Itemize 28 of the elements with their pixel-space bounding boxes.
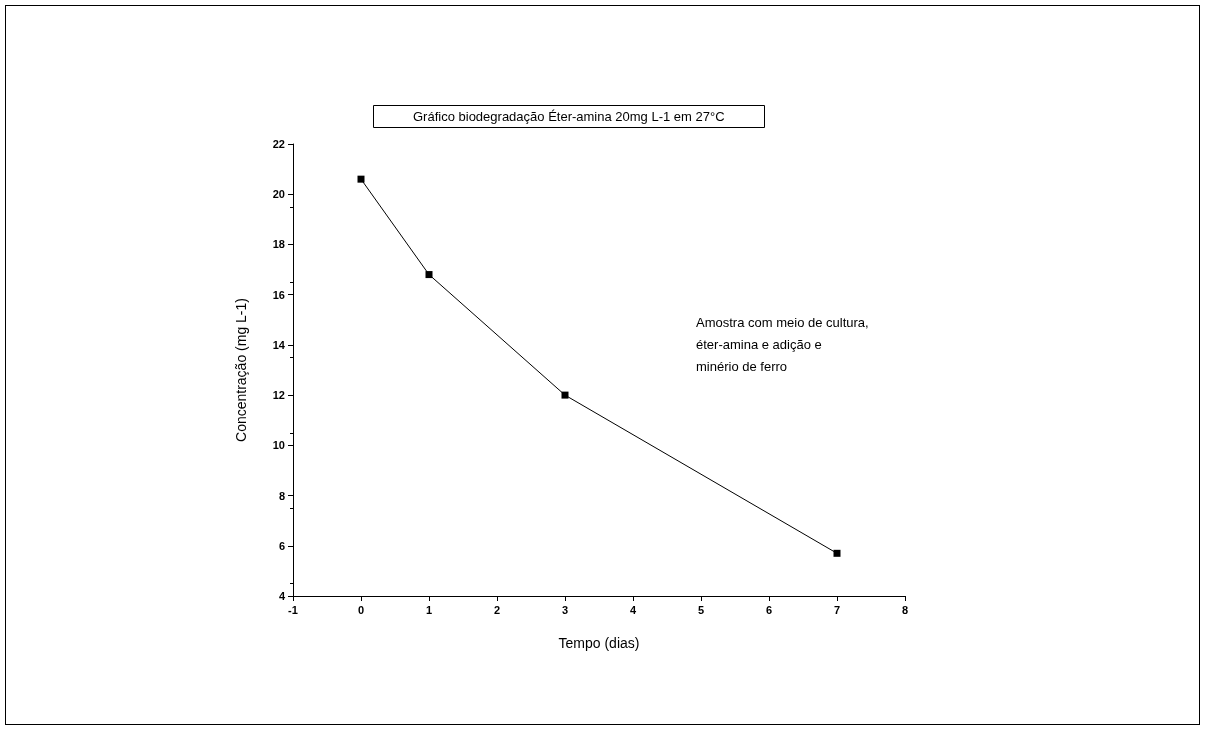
x-tick-label: 7 (833, 603, 841, 616)
x-tick-label: 4 (629, 603, 637, 616)
y-tick-label: 4 (278, 590, 286, 602)
x-axis-title: Tempo (dias) (558, 635, 640, 651)
y-axis-title: Concentração (mg L-1) (233, 298, 249, 442)
point (425, 271, 433, 279)
x-tick-label: 5 (697, 603, 705, 616)
point (833, 549, 841, 557)
x-tick-label: 3 (561, 603, 569, 616)
x-tick-label: 1 (425, 603, 433, 616)
y-tick-label: 22 (272, 138, 285, 150)
point (561, 391, 569, 399)
y-tick-label: 8 (278, 489, 285, 502)
x-tick-label: 0 (357, 603, 365, 616)
y-tick-label: 16 (272, 288, 285, 301)
y-tick-label: 10 (272, 439, 285, 452)
chart-title: Gráfico biodegradação Éter-amina 20mg L-1 em 27°C (413, 109, 725, 124)
x-tick-label: 2 (493, 603, 501, 616)
y-tick-label: 14 (272, 338, 286, 351)
x-tick-label: 8 (901, 603, 909, 616)
annotation: Amostra com meio de cultura, éter-amina e adição e minério de ferro (696, 314, 869, 374)
y-tick-label: 6 (278, 539, 285, 552)
x-tick-label: -1 (288, 603, 298, 616)
y-tick-label: 18 (272, 238, 285, 251)
x-tick-label: 6 (765, 603, 773, 616)
y-tick-label: 12 (272, 389, 285, 402)
point (357, 175, 365, 183)
y-tick-label: 20 (272, 188, 285, 201)
